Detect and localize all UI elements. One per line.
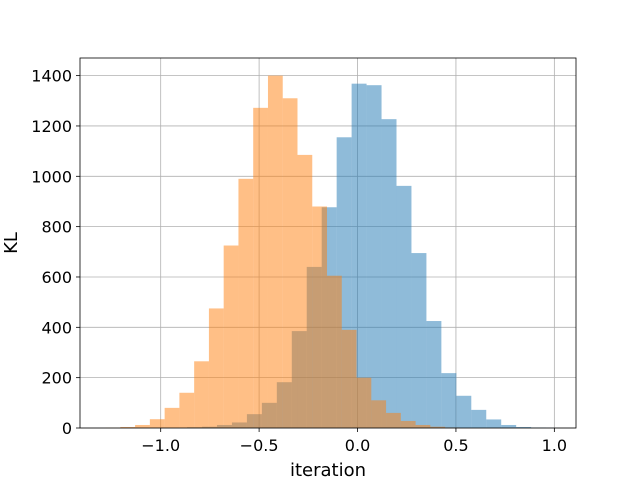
histogram-bar-series-1 xyxy=(366,85,382,429)
histogram-bar-series-2 xyxy=(356,377,372,428)
histogram-bar-series-2 xyxy=(223,245,239,428)
x-tick-label: 1.0 xyxy=(542,436,567,455)
x-tick-label: 0.0 xyxy=(345,436,370,455)
histogram-bar-series-2 xyxy=(386,412,401,428)
histogram-bar-series-1 xyxy=(471,409,487,428)
x-axis-label: iteration xyxy=(290,460,366,480)
x-tick-label: 0.5 xyxy=(443,436,468,455)
axis-ticks: −1.0 −0.5 0.0 0.5 1.0 0 200 400 600 800 1000 1200 14… xyxy=(31,67,567,455)
histogram-bar-series-2 xyxy=(341,329,357,428)
histogram-bar-series-2 xyxy=(238,178,254,428)
y-tick-label: 0 xyxy=(62,419,72,438)
histogram-bar-series-2 xyxy=(297,154,313,428)
histogram-bar-series-1 xyxy=(426,321,442,428)
x-tick-label: −0.5 xyxy=(240,436,279,455)
histogram-bar-series-2 xyxy=(267,75,283,428)
histogram-bar-series-1 xyxy=(411,253,427,428)
histogram-bar-series-2 xyxy=(164,407,180,428)
histogram-bar-series-2 xyxy=(371,400,387,428)
histogram-bar-series-1 xyxy=(456,395,472,428)
y-tick-label: 800 xyxy=(41,218,72,237)
y-axis-label: KL xyxy=(1,232,22,254)
histogram-bar-series-1 xyxy=(516,426,532,428)
histogram-bar-series-2 xyxy=(415,424,431,428)
histogram-bar-series-2 xyxy=(253,107,268,428)
y-tick-label: 200 xyxy=(41,369,72,388)
histogram-bar-series-2 xyxy=(327,275,342,428)
axes-frame xyxy=(79,57,577,429)
histogram-bar-series-1 xyxy=(486,419,502,428)
histogram-bars xyxy=(105,75,555,429)
histogram-bar-series-1 xyxy=(441,373,457,428)
histogram-bar-series-2 xyxy=(400,420,416,428)
histogram-bar-series-1 xyxy=(396,185,412,428)
histogram-bar-series-2 xyxy=(312,206,328,428)
histogram-bar-series-2 xyxy=(179,392,195,428)
y-tick-label: 1200 xyxy=(31,117,72,136)
x-tick-label: −1.0 xyxy=(141,436,180,455)
y-tick-label: 1400 xyxy=(31,67,72,86)
histogram-bar-series-2 xyxy=(430,426,446,428)
histogram-bar-series-2 xyxy=(135,424,150,428)
y-tick-label: 1000 xyxy=(31,167,72,186)
histogram-bar-series-2 xyxy=(149,419,165,428)
histogram-bar-series-2 xyxy=(194,361,209,428)
histogram-bar-series-1 xyxy=(501,424,517,428)
y-tick-label: 400 xyxy=(41,318,72,337)
histogram-bar-series-2 xyxy=(208,308,224,428)
histogram-bar-series-1 xyxy=(381,119,397,428)
histogram-bar-series-2 xyxy=(282,98,298,429)
histogram-bar-series-2 xyxy=(120,426,136,428)
y-tick-label: 600 xyxy=(41,268,72,287)
